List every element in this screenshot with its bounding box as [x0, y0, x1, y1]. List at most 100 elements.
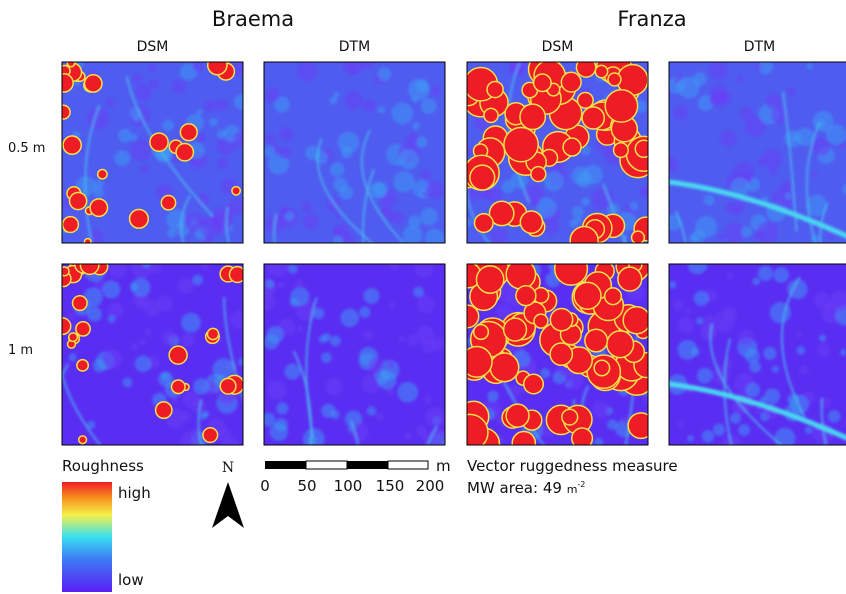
- river: [669, 179, 846, 239]
- hot-spot: [486, 80, 504, 99]
- texture: [412, 122, 421, 130]
- texture: [583, 164, 603, 185]
- texture: [279, 206, 289, 215]
- texture: [264, 87, 280, 103]
- texture: [93, 179, 104, 190]
- streak: [426, 426, 438, 445]
- texture: [424, 228, 445, 243]
- texture: [216, 129, 227, 139]
- streak: [225, 206, 230, 243]
- texture: [581, 145, 591, 156]
- texture: [196, 108, 203, 115]
- texture: [377, 370, 397, 390]
- streak: [316, 137, 374, 243]
- hot-spot: [561, 408, 579, 426]
- texture: [804, 426, 813, 435]
- hot-spot: [62, 104, 71, 120]
- texture: [130, 139, 152, 161]
- texture: [171, 79, 186, 94]
- texture: [811, 170, 818, 178]
- texture: [693, 72, 707, 86]
- texture: [149, 79, 159, 89]
- streak: [675, 210, 687, 243]
- texture: [428, 427, 445, 445]
- texture: [134, 83, 152, 101]
- texture: [337, 131, 360, 154]
- texture: [387, 361, 395, 369]
- hot-spot: [523, 373, 545, 395]
- texture: [137, 298, 145, 306]
- hot-spot: [231, 185, 242, 196]
- texture: [86, 420, 96, 430]
- texture: [398, 335, 406, 342]
- hot-spot: [77, 435, 88, 445]
- texture: [738, 424, 750, 436]
- hot-spot: [179, 123, 198, 142]
- texture: [363, 99, 376, 112]
- column-label: DSM: [137, 39, 169, 55]
- texture: [233, 130, 243, 147]
- texture: [687, 435, 694, 442]
- texture: [842, 183, 846, 195]
- hot-spot: [228, 265, 243, 284]
- hot-spot: [594, 64, 609, 79]
- texture: [826, 124, 846, 145]
- texture: [203, 99, 216, 112]
- texture: [768, 167, 777, 176]
- hot-spot: [511, 430, 537, 445]
- texture: [762, 148, 782, 169]
- hot-spot: [604, 88, 639, 123]
- hot-spot: [515, 284, 537, 307]
- texture: [420, 98, 437, 115]
- texture: [329, 162, 345, 177]
- map-texture: [669, 264, 846, 445]
- texture: [68, 353, 77, 362]
- texture: [369, 182, 387, 199]
- texture: [296, 325, 304, 333]
- raster-map: [668, 61, 846, 244]
- texture: [367, 357, 384, 374]
- streak: [62, 317, 102, 445]
- hot-spot: [68, 332, 79, 343]
- hot-spot: [160, 194, 177, 211]
- hot-spot: [170, 379, 186, 395]
- texture: [787, 279, 808, 300]
- hot-spot: [89, 198, 109, 218]
- hot-spot: [584, 328, 609, 353]
- texture: [755, 407, 762, 414]
- legend-title: Roughness: [62, 457, 144, 475]
- texture: [540, 368, 551, 379]
- texture: [669, 280, 677, 289]
- map-content: [264, 264, 445, 445]
- raster-map: [263, 61, 446, 244]
- map-frame: [263, 61, 446, 244]
- texture: [757, 265, 774, 282]
- texture: [177, 277, 194, 294]
- texture: [796, 346, 805, 355]
- texture: [754, 63, 762, 71]
- texture: [302, 213, 319, 230]
- texture: [591, 187, 614, 210]
- hot-spot: [83, 73, 103, 93]
- hot-spot: [607, 72, 622, 87]
- hot-spot: [532, 73, 552, 93]
- texture: [107, 314, 116, 323]
- texture: [102, 280, 121, 299]
- texture: [785, 192, 792, 200]
- texture: [264, 293, 276, 310]
- texture: [490, 227, 508, 243]
- streak: [197, 399, 203, 445]
- texture: [819, 334, 827, 342]
- area-exponent: -2: [577, 480, 585, 489]
- texture: [725, 201, 738, 214]
- map-content: [467, 62, 648, 243]
- row-label: 0.5 m: [8, 141, 45, 156]
- map-content: [669, 62, 846, 243]
- texture: [391, 102, 414, 125]
- texture: [142, 264, 151, 269]
- texture: [184, 212, 204, 232]
- texture: [675, 81, 683, 89]
- texture: [408, 215, 422, 229]
- texture: [339, 185, 353, 200]
